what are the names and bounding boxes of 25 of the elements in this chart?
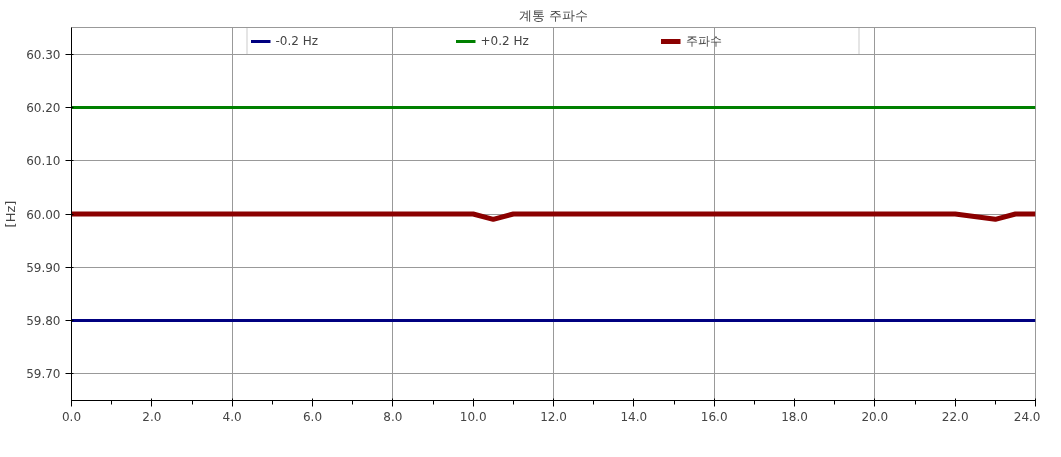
- y-axis-title: [Hz]: [3, 200, 19, 228]
- x-tick-label: 24.0: [1013, 409, 1041, 424]
- x-tick-label: 8.0: [383, 409, 403, 424]
- legend-label: 주파수: [685, 32, 723, 50]
- x-tick-label: 6.0: [302, 409, 323, 424]
- y-tick-label: 60.10: [26, 154, 61, 169]
- y-tick-label: 60.30: [26, 47, 61, 62]
- x-tick-label: 12.0: [540, 409, 567, 424]
- legend-label: +0.2 Hz: [480, 34, 530, 48]
- x-tick-label: 20.0: [861, 409, 889, 424]
- x-tick-label: 2.0: [142, 409, 162, 424]
- y-tick-label: 59.90: [26, 260, 61, 275]
- x-tick-label: 14.0: [620, 409, 648, 424]
- legend-label: -0.2 Hz: [275, 34, 320, 48]
- y-tick-label: 59.80: [26, 314, 61, 329]
- x-tick-label: 10.0: [459, 409, 487, 424]
- x-tick-label: 18.0: [781, 409, 808, 424]
- y-tick-label: 60.00: [26, 207, 61, 222]
- chart-title: 계통 주파수: [518, 7, 589, 23]
- x-tick-label: 0.0: [61, 409, 82, 424]
- y-tick-label: 60.20: [26, 100, 61, 115]
- x-tick-label: 4.0: [222, 409, 242, 424]
- y-tick-label: 59.70: [26, 367, 61, 382]
- x-tick-label: 16.0: [700, 409, 728, 424]
- x-tick-label: 22.0: [941, 409, 969, 424]
